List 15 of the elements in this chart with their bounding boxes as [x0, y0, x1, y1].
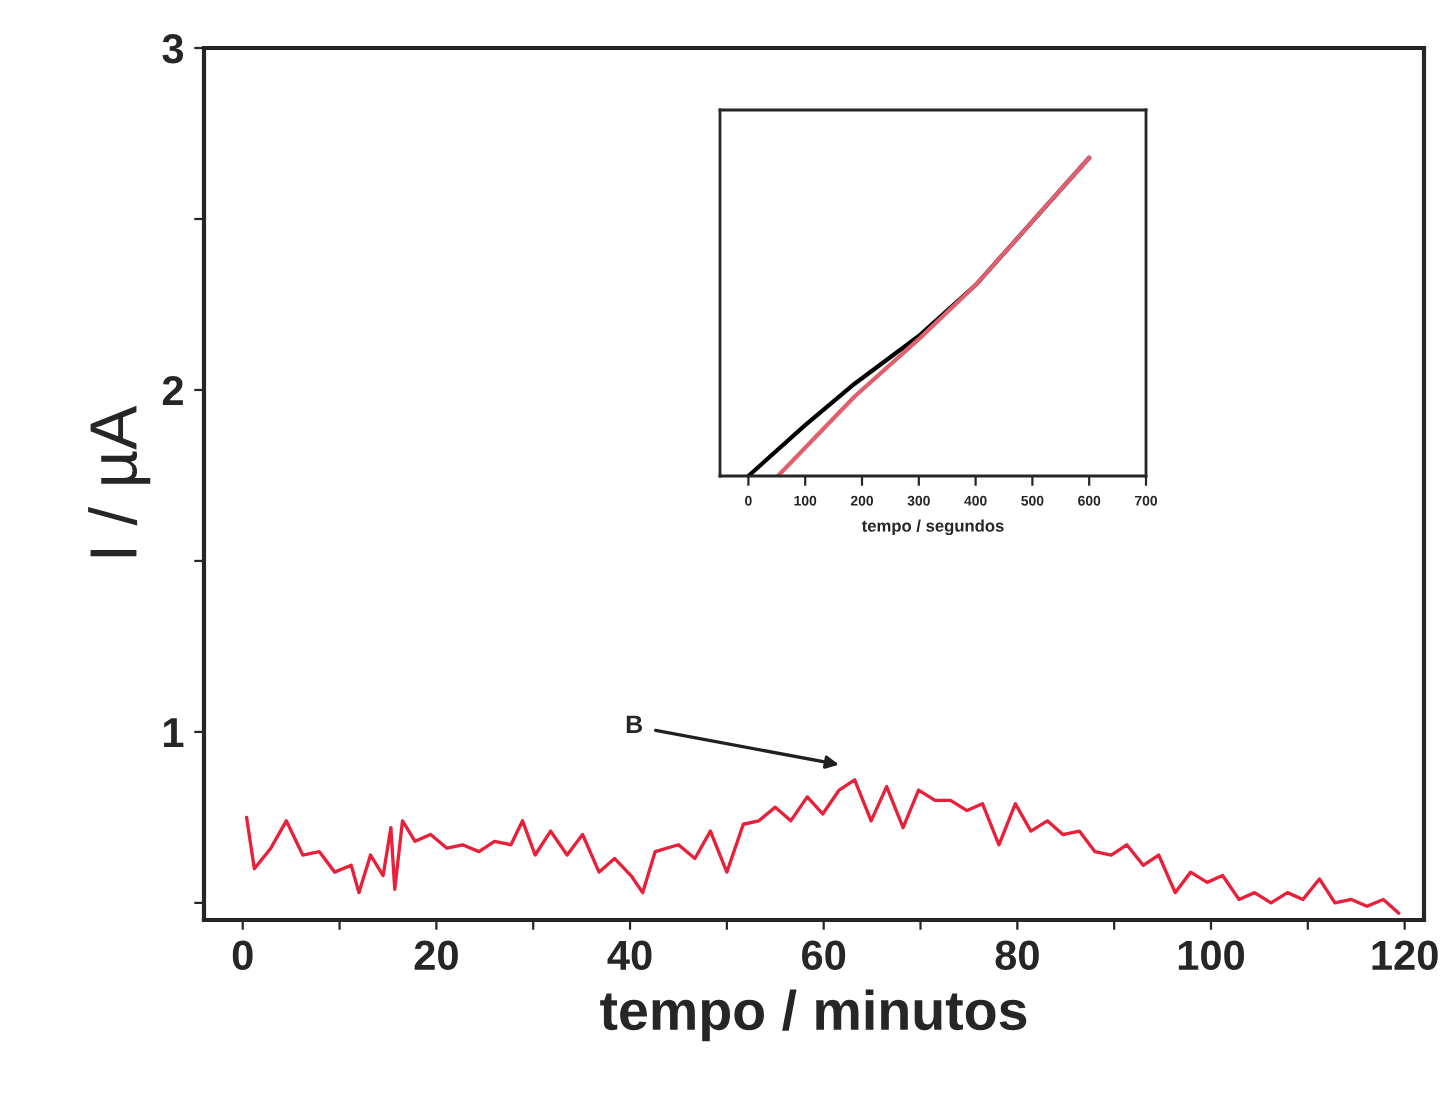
x-axis-title: tempo / minutos	[600, 989, 1027, 1042]
annotation: B	[626, 715, 643, 733]
x-tick-label: 20	[414, 940, 458, 971]
x-tick-label: 0	[232, 940, 253, 971]
x-tick-label: 120	[1372, 940, 1438, 971]
x-tick-label: 100	[1178, 940, 1245, 971]
y-tick-label: 2	[162, 375, 183, 406]
x-tick-label: 60	[802, 940, 846, 971]
x-tick-label: 40	[607, 940, 652, 971]
y-tick-label: 3	[162, 34, 184, 64]
x-axis-title: tempo / segundos	[861, 519, 1004, 536]
x-tick-label: 80	[995, 940, 1039, 971]
y-tick-label: 1	[164, 718, 184, 748]
y-axis-title: I / µA	[88, 405, 151, 557]
line-series	[244, 778, 1401, 915]
